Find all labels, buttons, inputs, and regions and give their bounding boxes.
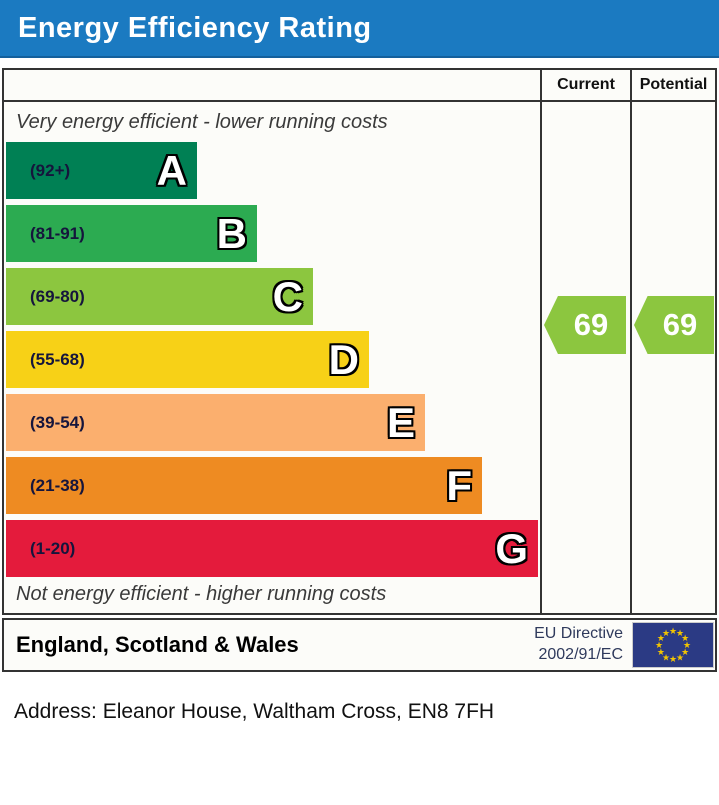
current-rating-value: 69 [573,307,609,342]
band-letter: A [156,146,187,194]
eu-flag-icon: ★★★★★★★★★★★★ [632,622,714,668]
band-range-label: (1-20) [30,538,76,558]
svg-text:★: ★ [669,626,677,636]
band-bar-c: (69-80) C [6,268,313,325]
band-row-c: (69-80) C [4,268,540,325]
band-bar-e: (39-54) E [6,394,425,451]
svg-text:★: ★ [657,633,665,643]
svg-text:★: ★ [683,640,691,650]
current-value-column: 69 [540,102,630,613]
band-range-label: (39-54) [30,412,85,432]
chart-header-row: Current Potential [4,70,715,102]
svg-text:★: ★ [657,647,665,657]
svg-text:★: ★ [655,640,663,650]
region-label: England, Scotland & Wales [16,632,299,657]
band-row-b: (81-91) B [4,205,540,262]
header-spacer [4,70,540,100]
svg-text:★: ★ [669,654,677,664]
svg-text:★: ★ [681,633,689,643]
band-row-a: (92+) A [4,142,540,199]
potential-rating-value: 69 [662,307,698,342]
efficient-note-top: Very energy efficient - lower running co… [16,111,388,133]
chart-body: Very energy efficient - lower running co… [4,102,715,613]
band-bar-a: (92+) A [6,142,197,199]
band-letter: F [446,461,472,509]
band-range-label: (21-38) [30,475,85,495]
page-title: Energy Efficiency Rating [18,11,372,44]
band-range-label: (92+) [30,160,71,180]
eu-directive-line2: 2002/91/EC [538,646,623,663]
current-rating-arrow: 69 [544,296,626,354]
bands-column: Very energy efficient - lower running co… [4,102,540,613]
potential-value-column: 69 [630,102,715,613]
band-range-label: (69-80) [30,286,85,306]
potential-rating-arrow: 69 [634,296,714,354]
efficient-note-bottom: Not energy efficient - higher running co… [16,583,387,605]
band-bar-b: (81-91) B [6,205,257,262]
svg-text:★: ★ [676,652,684,662]
footer-right-group: EU Directive 2002/91/EC ★ ★ ★ ★ ★ ★ ★ ★ ★ ★ ★ ★ [534,620,715,670]
footer-bar: England, Scotland & Wales EU Directive 2… [2,618,717,672]
band-letter: E [386,398,415,446]
band-bar-d: (55-68) D [6,331,369,388]
svg-text:★: ★ [676,628,684,638]
address-line: Address: Eleanor House, Waltham Cross, E… [14,700,495,723]
bands-container: (92+) A (81-91) B (69-80) C (55-68) D (39-54) E (2… [4,142,540,577]
eu-directive-line1: EU Directive [534,625,623,643]
energy-rating-chart: Current Potential Very energy efficient … [2,68,717,615]
band-row-f: (21-38) F [4,457,540,514]
band-letter: B [216,209,247,257]
band-row-e: (39-54) E [4,394,540,451]
eu-directive-text: EU Directive 2002/91/EC [534,624,623,666]
title-bar: Energy Efficiency Rating [0,0,719,58]
svg-text:★: ★ [662,628,670,638]
potential-column-header: Potential [630,70,715,100]
band-letter: D [328,335,359,383]
current-column-header: Current [540,70,630,100]
svg-text:★: ★ [662,652,670,662]
band-bar-f: (21-38) F [6,457,482,514]
band-range-label: (55-68) [30,349,85,369]
band-bar-g: (1-20) G [6,520,538,577]
band-range-label: (81-91) [30,223,85,243]
band-letter: C [272,272,303,320]
band-row-g: (1-20) G [4,520,540,577]
band-letter: G [495,524,528,572]
band-row-d: (55-68) D [4,331,540,388]
svg-text:★: ★ [681,647,689,657]
